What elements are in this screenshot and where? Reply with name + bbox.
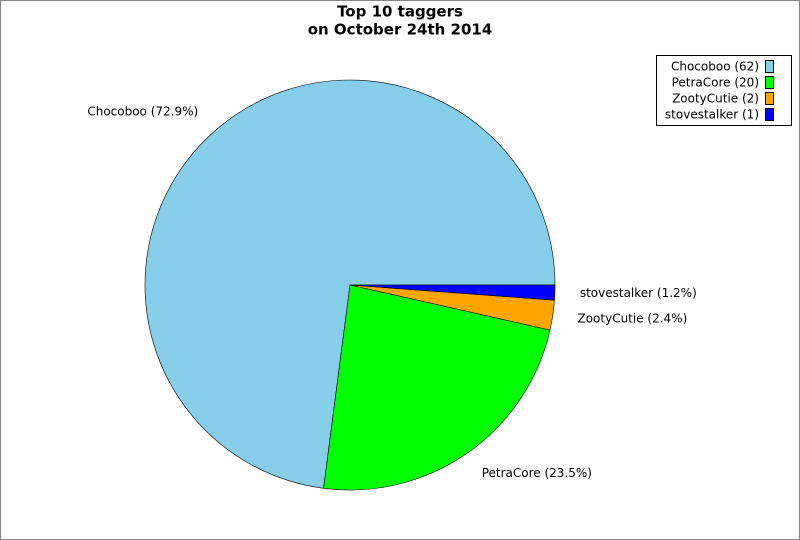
legend-swatch [765,60,774,73]
chart-subtitle: on October 24th 2014 [308,21,493,39]
legend-label: stovestalker (1) [665,108,759,122]
slice-label: PetraCore (23.5%) [482,466,592,480]
pie-slice [144,79,556,489]
pie-slice [323,284,551,491]
legend-swatch [765,92,774,105]
slice-label: stovestalker (1.2%) [580,286,697,300]
legend-swatch [765,108,774,121]
legend-label: ZootyCutie (2) [672,92,759,106]
legend-label: PetraCore (20) [672,76,759,90]
legend-label: Chocoboo (62) [671,60,759,74]
chart-title: Top 10 taggers [337,3,463,21]
slice-label: Chocoboo (72.9%) [87,105,198,119]
legend-swatch [765,76,774,89]
pie-slice [349,284,556,301]
slice-label: ZootyCutie (2.4%) [577,311,687,325]
